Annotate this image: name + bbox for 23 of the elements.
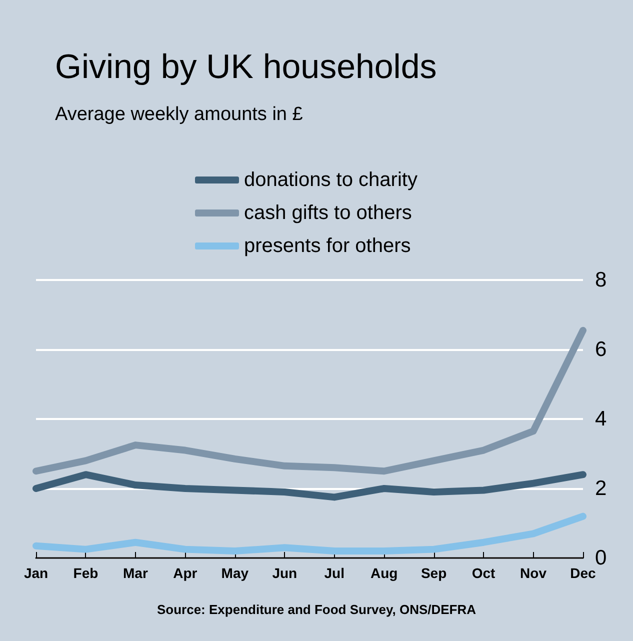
x-tick-label: Sep	[420, 565, 447, 581]
legend-label: donations to charity	[244, 169, 418, 191]
legend-label: cash gifts to others	[244, 202, 412, 224]
y-tick-label: 8	[595, 268, 607, 292]
x-tick-label: Aug	[370, 565, 398, 581]
x-tick-label: Mar	[123, 565, 148, 581]
chart-subtitle: Average weekly amounts in £	[55, 104, 304, 125]
y-tick-label: 4	[595, 408, 607, 430]
legend-label: presents for others	[244, 235, 411, 257]
x-tick-label: Jun	[272, 565, 298, 581]
x-tick-label: May	[221, 565, 249, 581]
x-tick-label: Oct	[472, 565, 496, 581]
y-tick-label: 2	[595, 477, 607, 500]
y-tick-label: 6	[595, 338, 607, 361]
x-tick-label: Feb	[73, 565, 98, 581]
source-note: Source: Expenditure and Food Survey, ONS/DEFRA	[156, 602, 477, 617]
chart-title: Giving by UK households	[55, 48, 437, 86]
y-tick-label: 0	[595, 546, 607, 570]
x-tick-label: Dec	[570, 565, 596, 581]
x-tick-label: Nov	[520, 565, 547, 581]
x-tick-label: Jul	[324, 565, 344, 581]
x-tick-label: Apr	[173, 565, 198, 581]
x-tick-label: Jan	[24, 565, 48, 581]
